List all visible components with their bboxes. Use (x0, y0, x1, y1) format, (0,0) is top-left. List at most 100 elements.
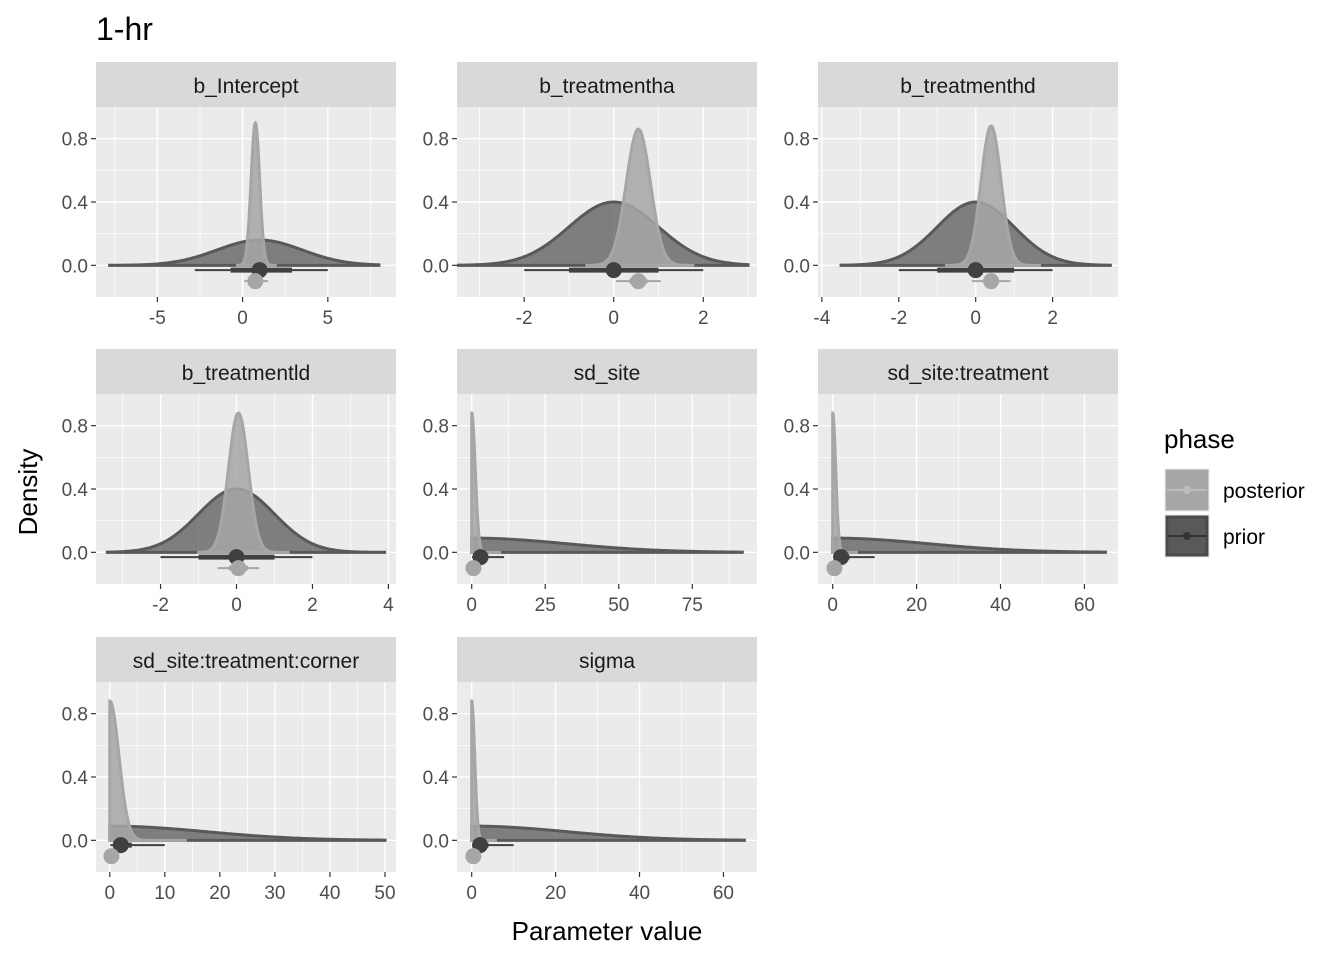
x-tick-label: -5 (149, 308, 166, 329)
legend-label-posterior: posterior (1223, 480, 1305, 503)
y-tick-label: 0.4 (62, 768, 89, 789)
posterior-density (108, 699, 187, 842)
x-tick-label: 0 (466, 883, 477, 904)
x-tick-label: 5 (323, 308, 334, 329)
x-tick-label: 0 (231, 595, 242, 616)
facet-strip (96, 62, 396, 107)
prior-point (967, 262, 984, 279)
y-tick-label: 0.4 (784, 193, 811, 214)
posterior-point (230, 560, 247, 577)
panel-marks (826, 411, 1107, 577)
facet-strip-label: b_treatmentha (539, 75, 675, 98)
x-tick-label: -4 (813, 308, 830, 329)
panel-marks (103, 699, 387, 865)
facet-strip-label: sd_site:treatment (887, 362, 1048, 385)
facet-strip (818, 349, 1118, 394)
x-tick-label: 0 (104, 883, 115, 904)
facet-panel-sd-site: sd_site 0.0 0.4 0.8 0 25 50 75 (423, 349, 757, 616)
x-tick-label: 60 (1074, 595, 1095, 616)
x-tick-label: 0 (608, 308, 619, 329)
facet-strip-label: b_treatmenthd (900, 75, 1035, 98)
x-tick-label: 25 (535, 595, 556, 616)
y-tick-label: 0.8 (62, 705, 88, 726)
posterior-point (630, 273, 647, 290)
facet-strip-label: sd_site (574, 362, 641, 385)
facet-panel-sd-site-treatment: sd_site:treatment 0.0 0.4 0.8 0 20 40 60 (784, 349, 1118, 616)
posterior-point (103, 848, 120, 865)
y-tick-label: 0.4 (423, 480, 450, 501)
x-tick-label: 20 (906, 595, 927, 616)
y-tick-label: 0.0 (62, 256, 88, 277)
facet-strip (96, 349, 396, 394)
facet-panel-b-intercept: b_Intercept 0.0 0.4 0.8 -5 0 5 (62, 62, 396, 329)
x-tick-label: 40 (629, 883, 650, 904)
y-tick-label: 0.4 (62, 480, 89, 501)
x-tick-label: 2 (698, 308, 709, 329)
facet-strip (457, 637, 757, 682)
posterior-density (470, 411, 502, 554)
y-tick-label: 0.4 (62, 193, 89, 214)
x-tick-label: 20 (209, 883, 230, 904)
y-tick-label: 0.0 (784, 543, 810, 564)
facet-strip-label: sd_site:treatment:corner (133, 650, 359, 673)
chart-title: 1-hr (96, 11, 153, 47)
panel-marks (457, 127, 750, 290)
x-tick-label: 4 (383, 595, 394, 616)
x-tick-label: -2 (516, 308, 533, 329)
facet-panel-b-treatmentha: b_treatmentha 0.0 0.4 0.8 -2 0 2 (423, 62, 757, 329)
x-axis-title: Parameter value (512, 916, 703, 946)
facet-strip (96, 637, 396, 682)
posterior-density (235, 120, 277, 267)
panel-marks (105, 411, 387, 577)
x-tick-label: 0 (970, 308, 981, 329)
posterior-point (465, 848, 482, 865)
posterior-density (470, 699, 497, 842)
x-tick-label: 2 (307, 595, 318, 616)
x-tick-label: 40 (990, 595, 1011, 616)
prior-density (457, 200, 750, 267)
panel-marks (839, 124, 1112, 290)
legend: phase posterior prior (1164, 424, 1305, 558)
y-tick-label: 0.0 (423, 543, 449, 564)
y-tick-label: 0.4 (423, 768, 450, 789)
legend-point-prior (1183, 532, 1191, 540)
facet-panels: b_Intercept 0.0 0.4 0.8 -5 0 5 b_treatmentha 0.0… (62, 62, 1118, 904)
y-tick-label: 0.0 (784, 256, 810, 277)
posterior-density (944, 124, 1042, 267)
x-tick-label: 50 (374, 883, 395, 904)
posterior-point (826, 560, 843, 577)
x-tick-label: 20 (545, 883, 566, 904)
y-tick-label: 0.0 (62, 831, 88, 852)
y-tick-label: 0.4 (423, 193, 450, 214)
posterior-density (831, 411, 858, 554)
legend-point-posterior (1183, 486, 1191, 494)
x-tick-label: 0 (827, 595, 838, 616)
posterior-density (585, 127, 695, 267)
legend-key-prior (1164, 514, 1210, 558)
x-tick-label: 0 (466, 595, 477, 616)
y-tick-label: 0.0 (62, 543, 88, 564)
x-tick-label: 2 (1047, 308, 1058, 329)
posterior-point (247, 273, 264, 290)
y-tick-label: 0.0 (423, 831, 449, 852)
panel-marks (465, 699, 746, 865)
y-tick-label: 0.8 (784, 130, 810, 151)
x-tick-label: -2 (152, 595, 169, 616)
x-tick-label: -2 (890, 308, 907, 329)
y-tick-label: 0.8 (784, 417, 810, 438)
facet-strip-label: sigma (579, 650, 635, 673)
x-tick-label: 0 (237, 308, 248, 329)
prior-point (112, 837, 129, 854)
prior-point (605, 262, 622, 279)
legend-title: phase (1164, 424, 1235, 454)
facet-strip (457, 62, 757, 107)
facet-panel-sigma: sigma 0.0 0.4 0.8 0 20 40 60 (423, 637, 757, 904)
legend-label-prior: prior (1223, 526, 1265, 549)
panel-marks (465, 411, 744, 577)
y-tick-label: 0.0 (423, 256, 449, 277)
x-tick-label: 40 (319, 883, 340, 904)
facet-panel-b-treatmentld: b_treatmentld 0.0 0.4 0.8 -2 0 2 4 (62, 349, 396, 616)
facet-strip (457, 349, 757, 394)
posterior-point (465, 560, 482, 577)
